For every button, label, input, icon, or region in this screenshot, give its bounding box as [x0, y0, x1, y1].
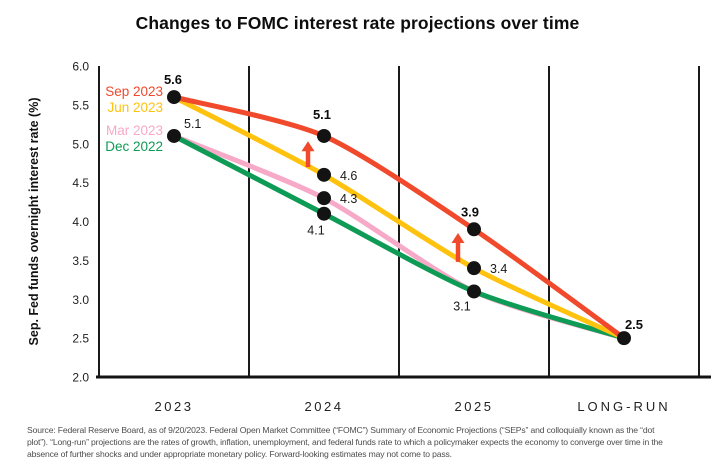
data-point-dot [317, 128, 331, 143]
series-line-sep-2023 [171, 94, 627, 341]
footnote-line: absence of further shocks and under appr… [27, 448, 452, 459]
x-axis-label: 2025 [455, 399, 494, 414]
y-tick-label: 6.0 [72, 60, 89, 74]
data-point-label: 5.6 [164, 72, 182, 87]
y-tick-label: 4.5 [72, 176, 89, 190]
y-tick-label: 4.0 [72, 215, 89, 229]
data-point-label: 5.1 [184, 117, 201, 131]
data-point-dot [167, 90, 181, 105]
data-point-dot [317, 167, 331, 182]
x-axis-label: 2024 [305, 399, 344, 414]
y-tick-label: 3.0 [72, 293, 89, 307]
data-point-label: 3.4 [490, 262, 507, 276]
data-point-label: 3.9 [461, 204, 479, 219]
y-tick-label: 2.0 [72, 371, 89, 385]
footnote-line: plot”). “Long-run” projections are the r… [27, 436, 663, 447]
y-tick-label: 2.5 [72, 332, 89, 346]
y-tick-label: 5.0 [72, 137, 89, 151]
data-point-dot [317, 206, 331, 221]
data-point-label: 5.1 [313, 107, 331, 122]
data-point-dot [467, 261, 481, 276]
legend-label-sep-2023: Sep 2023 [105, 84, 163, 99]
up-arrow-icon [451, 232, 465, 243]
data-point-label: 2.5 [625, 317, 643, 332]
x-axis-label: LONG-RUN [577, 399, 670, 414]
data-point-label: 4.6 [340, 169, 357, 183]
legend-label-dec-2022: Dec 2022 [105, 139, 163, 154]
y-axis-title: Sep. Fed funds overnight interest rate (… [27, 98, 41, 346]
page-title: Changes to FOMC interest rate projection… [135, 13, 580, 33]
data-point-dot [317, 191, 331, 206]
up-arrow-icon [301, 141, 315, 152]
footnote-line: Source: Federal Reserve Board, as of 9/2… [27, 425, 655, 435]
y-tick-label: 5.5 [72, 98, 89, 112]
source-footnote: Source: Federal Reserve Board, as of 9/2… [27, 425, 715, 460]
data-point-label: 3.1 [453, 299, 470, 313]
legend-label-jun-2023: Jun 2023 [107, 100, 163, 115]
y-tick-label: 3.5 [72, 254, 89, 268]
data-point-dot [467, 222, 481, 237]
data-point-label: 4.1 [307, 224, 324, 238]
series-line-jun-2023 [171, 94, 627, 341]
data-point-dot [467, 284, 481, 299]
data-point-dot [617, 331, 631, 346]
series-line-dec-2022 [171, 133, 627, 341]
data-point-label: 4.3 [340, 192, 357, 206]
data-point-dot [167, 128, 181, 143]
x-axis-label: 2023 [155, 399, 194, 414]
legend-label-mar-2023: Mar 2023 [106, 123, 163, 138]
